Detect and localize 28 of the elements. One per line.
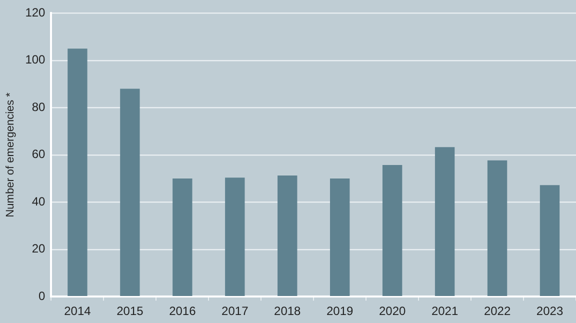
bar [434, 147, 455, 296]
bar [540, 185, 560, 296]
y-tick-label: 60 [32, 147, 46, 162]
y-tick-label: 120 [25, 6, 46, 20]
bar [382, 165, 402, 296]
x-tick-label: 2015 [116, 304, 144, 318]
x-tick-label: 2023 [536, 304, 564, 318]
y-axis-title: Number of emergencies * [4, 92, 17, 218]
x-tick-label: 2018 [274, 304, 302, 318]
bar [120, 88, 140, 296]
y-tick-label: 80 [32, 100, 46, 114]
x-tick-label: 2020 [378, 304, 406, 318]
bar [172, 178, 192, 296]
x-tick-label: 2014 [64, 304, 92, 318]
bar [278, 175, 298, 296]
y-tick-label: 0 [38, 288, 46, 303]
x-tick-label: 2021 [431, 304, 458, 318]
y-tick-label: 40 [32, 194, 46, 208]
x-tick-label: 2019 [326, 304, 354, 318]
bar [225, 178, 245, 296]
x-tick-label: 2022 [484, 304, 511, 318]
x-tick-label: 2016 [169, 304, 196, 318]
bar [487, 160, 508, 296]
bar [68, 48, 88, 296]
y-tick-label: 100 [25, 52, 46, 67]
x-tick-label: 2017 [222, 304, 249, 318]
y-tick-label: 20 [32, 242, 46, 256]
bar [330, 178, 350, 296]
